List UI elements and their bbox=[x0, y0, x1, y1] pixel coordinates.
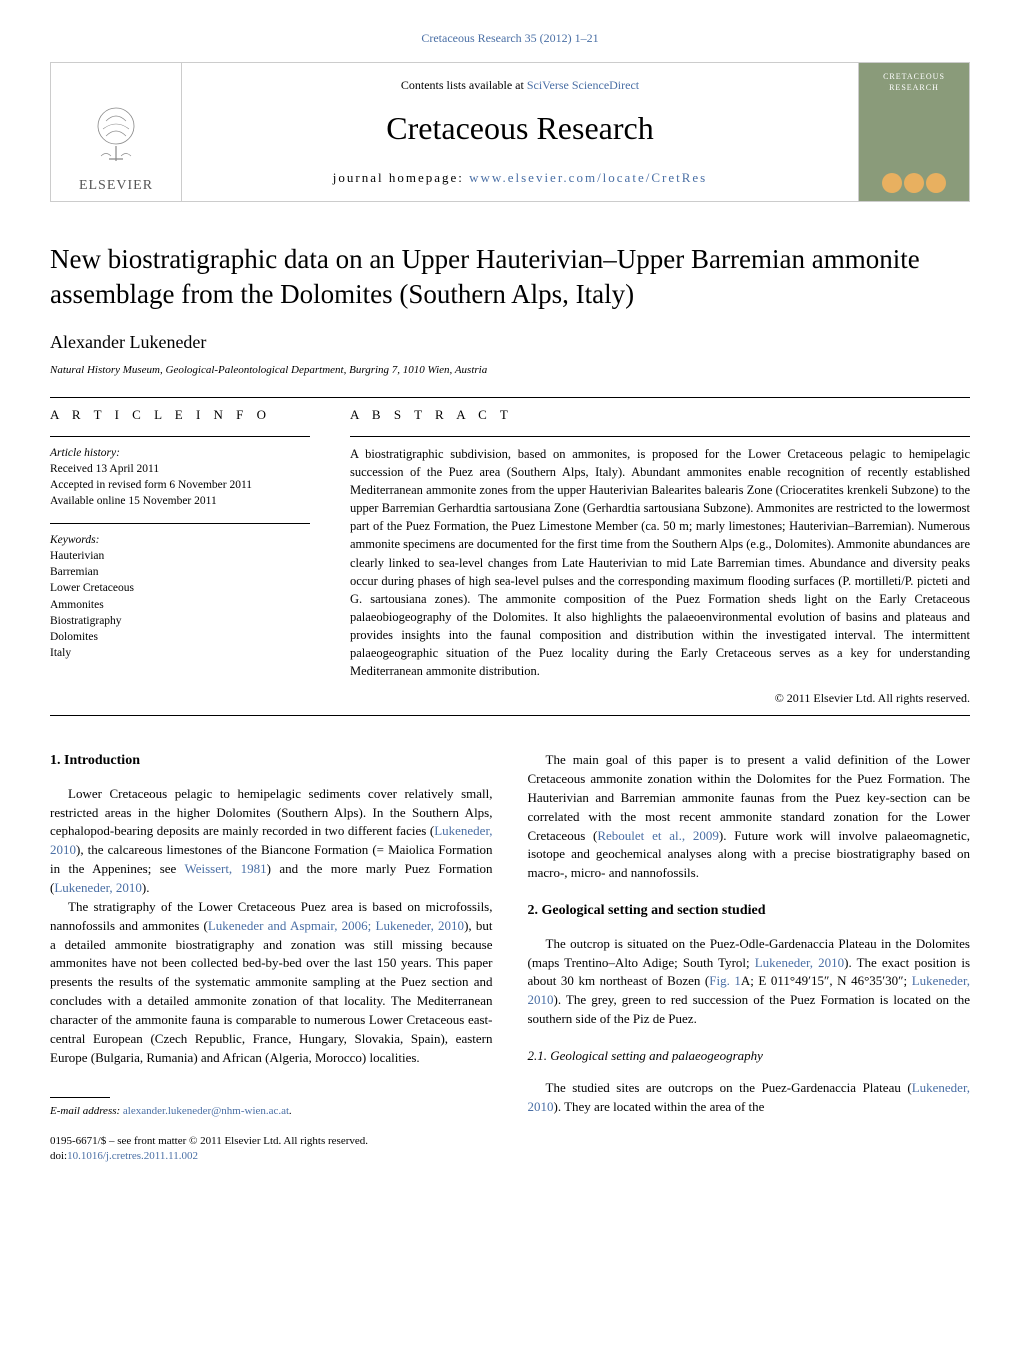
keywords-block: Keywords: Hauterivian Barremian Lower Cr… bbox=[50, 532, 310, 661]
keywords-label: Keywords: bbox=[50, 532, 310, 548]
elsevier-tree-icon bbox=[81, 101, 151, 171]
history-label: Article history: bbox=[50, 445, 310, 461]
elsevier-label: ELSEVIER bbox=[79, 176, 153, 196]
publisher-logo-area: ELSEVIER bbox=[51, 63, 181, 201]
keyword: Dolomites bbox=[50, 629, 310, 645]
citation-link[interactable]: Lukeneder, 2010 bbox=[54, 880, 142, 895]
footnote-divider bbox=[50, 1097, 110, 1098]
cover-title: CRETACEOUS RESEARCH bbox=[863, 71, 965, 93]
citation-link[interactable]: Weissert, 1981 bbox=[184, 861, 266, 876]
figure-link[interactable]: Fig. 1 bbox=[709, 973, 741, 988]
paragraph: The outcrop is situated on the Puez-Odle… bbox=[528, 935, 971, 1029]
paragraph: The stratigraphy of the Lower Cretaceous… bbox=[50, 898, 493, 1068]
issn-line: 0195-6671/$ – see front matter © 2011 El… bbox=[50, 1134, 493, 1149]
body-text: A; E 011°49′15″, N 46°35′30″; bbox=[741, 973, 912, 988]
banner-center: Contents lists available at SciVerse Sci… bbox=[181, 63, 859, 201]
author-affiliation: Natural History Museum, Geological-Paleo… bbox=[50, 363, 970, 378]
abstract-header: A B S T R A C T bbox=[350, 406, 970, 424]
citation-link[interactable]: Lukeneder and Aspmair, 2006; Lukeneder, … bbox=[208, 918, 464, 933]
author-name: Alexander Lukeneder bbox=[50, 330, 970, 355]
journal-banner: ELSEVIER Contents lists available at Sci… bbox=[50, 62, 970, 202]
received-date: Received 13 April 2011 bbox=[50, 461, 310, 477]
abstract-text: A biostratigraphic subdivision, based on… bbox=[350, 445, 970, 681]
cover-ammonite-icon bbox=[926, 173, 946, 193]
homepage-prefix: journal homepage: bbox=[333, 170, 469, 185]
body-columns: 1. Introduction Lower Cretaceous pelagic… bbox=[50, 751, 970, 1164]
citation-link[interactable]: Reboulet et al., 2009 bbox=[597, 828, 719, 843]
accepted-date: Accepted in revised form 6 November 2011 bbox=[50, 477, 310, 493]
abstract-column: A B S T R A C T A biostratigraphic subdi… bbox=[350, 406, 970, 708]
body-text: ). They are located within the area of t… bbox=[554, 1099, 765, 1114]
body-text: The studied sites are outcrops on the Pu… bbox=[546, 1080, 912, 1095]
left-column: 1. Introduction Lower Cretaceous pelagic… bbox=[50, 751, 493, 1164]
keyword: Ammonites bbox=[50, 597, 310, 613]
divider bbox=[50, 397, 970, 398]
contents-prefix: Contents lists available at bbox=[401, 78, 527, 92]
keyword: Italy bbox=[50, 645, 310, 661]
email-link[interactable]: alexander.lukeneder@nhm-wien.ac.at bbox=[123, 1105, 289, 1117]
keyword: Lower Cretaceous bbox=[50, 580, 310, 596]
body-text: ). bbox=[142, 880, 150, 895]
online-date: Available online 15 November 2011 bbox=[50, 493, 310, 509]
keyword: Hauterivian bbox=[50, 548, 310, 564]
paragraph: Lower Cretaceous pelagic to hemipelagic … bbox=[50, 785, 493, 898]
article-title: New biostratigraphic data on an Upper Ha… bbox=[50, 242, 970, 312]
cover-ammonite-icon bbox=[882, 173, 902, 193]
journal-homepage: journal homepage: www.elsevier.com/locat… bbox=[333, 169, 707, 187]
paragraph: The studied sites are outcrops on the Pu… bbox=[528, 1079, 971, 1117]
body-text: ). The grey, green to red succession of … bbox=[528, 992, 971, 1026]
abstract-copyright: © 2011 Elsevier Ltd. All rights reserved… bbox=[350, 690, 970, 707]
paragraph: The main goal of this paper is to presen… bbox=[528, 751, 971, 883]
right-column: The main goal of this paper is to presen… bbox=[528, 751, 971, 1164]
article-info-header: A R T I C L E I N F O bbox=[50, 406, 310, 424]
email-label: E-mail address: bbox=[50, 1105, 123, 1117]
journal-name: Cretaceous Research bbox=[386, 106, 653, 151]
doi-prefix: doi: bbox=[50, 1150, 67, 1162]
keyword: Barremian bbox=[50, 564, 310, 580]
homepage-link[interactable]: www.elsevier.com/locate/CretRes bbox=[469, 170, 707, 185]
doi-line: doi:10.1016/j.cretres.2011.11.002 bbox=[50, 1149, 493, 1164]
doi-link[interactable]: 10.1016/j.cretres.2011.11.002 bbox=[67, 1150, 198, 1162]
journal-cover: CRETACEOUS RESEARCH bbox=[859, 63, 969, 201]
divider bbox=[50, 715, 970, 716]
contents-line: Contents lists available at SciVerse Sci… bbox=[401, 77, 639, 94]
article-info-column: A R T I C L E I N F O Article history: R… bbox=[50, 406, 310, 708]
citation-link[interactable]: Lukeneder, 2010 bbox=[755, 955, 844, 970]
article-history: Article history: Received 13 April 2011 … bbox=[50, 445, 310, 509]
subsection-heading: 2.1. Geological setting and palaeogeogra… bbox=[528, 1047, 971, 1065]
divider bbox=[50, 523, 310, 524]
keyword: Biostratigraphy bbox=[50, 613, 310, 629]
divider bbox=[50, 436, 310, 437]
citation-header: Cretaceous Research 35 (2012) 1–21 bbox=[50, 30, 970, 47]
divider bbox=[350, 436, 970, 437]
email-footnote: E-mail address: alexander.lukeneder@nhm-… bbox=[50, 1104, 493, 1119]
cover-icons bbox=[882, 173, 946, 193]
section-heading-geology: 2. Geological setting and section studie… bbox=[528, 901, 971, 921]
section-heading-introduction: 1. Introduction bbox=[50, 751, 493, 771]
sciencedirect-link[interactable]: SciVerse ScienceDirect bbox=[527, 78, 639, 92]
cover-ammonite-icon bbox=[904, 173, 924, 193]
body-text: ), but a detailed ammonite biostratigrap… bbox=[50, 918, 493, 1065]
body-text: Lower Cretaceous pelagic to hemipelagic … bbox=[50, 786, 493, 839]
copyright-footer: 0195-6671/$ – see front matter © 2011 El… bbox=[50, 1134, 493, 1165]
